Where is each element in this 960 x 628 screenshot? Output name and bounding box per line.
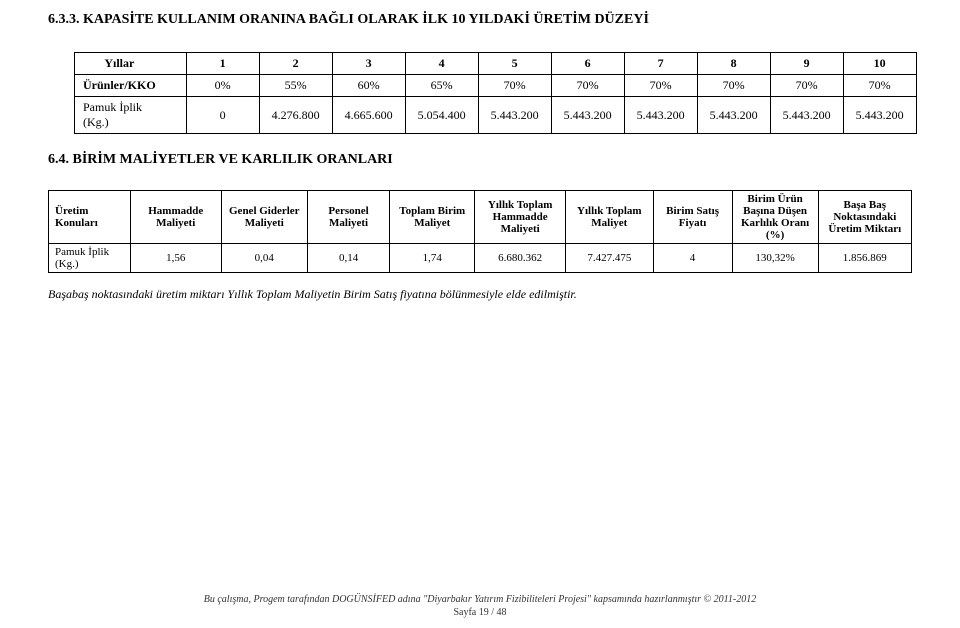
- section-631-title: 6.3.3. KAPASİTE KULLANIM ORANINA BAĞLI O…: [48, 12, 912, 28]
- td: 70%: [551, 75, 624, 97]
- table-capacity: Yıllar 1 2 3 4 5 6 7 8 9 10 Ürünler/KKO …: [74, 52, 917, 134]
- th: 3: [332, 53, 405, 75]
- th: Yıllık Toplam Maliyet: [566, 191, 653, 244]
- th: 9: [770, 53, 843, 75]
- td: 5.443.200: [478, 97, 551, 134]
- td: 5.443.200: [551, 97, 624, 134]
- td: 1,74: [390, 244, 475, 273]
- th: 4: [405, 53, 478, 75]
- td: 70%: [697, 75, 770, 97]
- section-64-title: 6.4. BİRİM MALİYETLER VE KARLILIK ORANLA…: [48, 152, 912, 168]
- table-row: Ürünler/KKO 0% 55% 60% 65% 70% 70% 70% 7…: [75, 75, 917, 97]
- table-row: Yıllar 1 2 3 4 5 6 7 8 9 10: [75, 53, 917, 75]
- td: 5.443.200: [770, 97, 843, 134]
- th: 5: [478, 53, 551, 75]
- th: 10: [843, 53, 916, 75]
- th: Birim Ürün Başına Düşen Karlılık Oranı (…: [732, 191, 818, 244]
- td: 70%: [843, 75, 916, 97]
- td: 5.054.400: [405, 97, 478, 134]
- th: Hammadde Maliyeti: [130, 191, 221, 244]
- td: 5.443.200: [624, 97, 697, 134]
- td: 0,04: [221, 244, 307, 273]
- td: 7.427.475: [566, 244, 653, 273]
- td: 1,56: [130, 244, 221, 273]
- td: Pamuk İplik (Kg.): [49, 244, 131, 273]
- td: 70%: [624, 75, 697, 97]
- td: 4: [653, 244, 732, 273]
- td: 70%: [478, 75, 551, 97]
- table-row: Üretim Konuları Hammadde Maliyeti Genel …: [49, 191, 912, 244]
- td: 60%: [332, 75, 405, 97]
- td: 5.443.200: [843, 97, 916, 134]
- td: Ürünler/KKO: [75, 75, 187, 97]
- th: Genel Giderler Maliyeti: [221, 191, 307, 244]
- th: 2: [259, 53, 332, 75]
- footer-page: Sayfa 19 / 48: [0, 607, 960, 618]
- th: 6: [551, 53, 624, 75]
- th: 7: [624, 53, 697, 75]
- td: 5.443.200: [697, 97, 770, 134]
- table-row: Pamuk İplik (Kg.) 0 4.276.800 4.665.600 …: [75, 97, 917, 134]
- td: 0: [186, 97, 259, 134]
- th: 8: [697, 53, 770, 75]
- th: Yıllar: [75, 53, 187, 75]
- th: Birim Satış Fiyatı: [653, 191, 732, 244]
- td: 130,32%: [732, 244, 818, 273]
- td: 70%: [770, 75, 843, 97]
- th: Yıllık Toplam Hammadde Maliyeti: [475, 191, 566, 244]
- td: Pamuk İplik (Kg.): [75, 97, 187, 134]
- footer-line: Bu çalışma, Progem tarafından DOGÜNSİFED…: [0, 594, 960, 605]
- th: 1: [186, 53, 259, 75]
- page-footer: Bu çalışma, Progem tarafından DOGÜNSİFED…: [0, 594, 960, 618]
- th: Personel Maliyeti: [307, 191, 389, 244]
- td: 65%: [405, 75, 478, 97]
- th: Başa Baş Noktasındaki Üretim Miktarı: [818, 191, 911, 244]
- td: 1.856.869: [818, 244, 911, 273]
- table-cost: Üretim Konuları Hammadde Maliyeti Genel …: [48, 190, 912, 273]
- td: 55%: [259, 75, 332, 97]
- table-row: Pamuk İplik (Kg.) 1,56 0,04 0,14 1,74 6.…: [49, 244, 912, 273]
- td: 4.665.600: [332, 97, 405, 134]
- th: Üretim Konuları: [49, 191, 131, 244]
- td: 0%: [186, 75, 259, 97]
- td: 0,14: [307, 244, 389, 273]
- td: 6.680.362: [475, 244, 566, 273]
- footnote: Başabaş noktasındaki üretim miktarı Yıll…: [48, 287, 912, 302]
- th: Toplam Birim Maliyet: [390, 191, 475, 244]
- td: 4.276.800: [259, 97, 332, 134]
